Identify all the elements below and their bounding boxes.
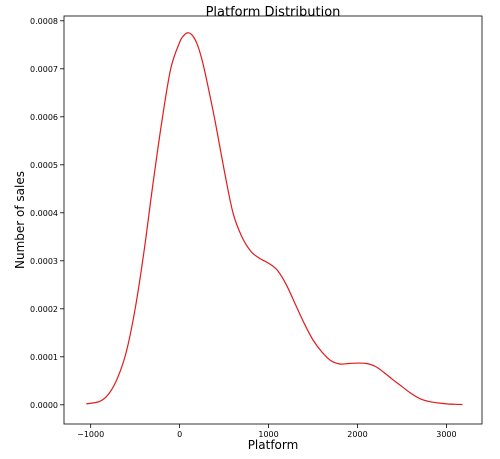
y-axis-label: Number of sales: [13, 171, 27, 269]
x-axis-label: Platform: [248, 438, 299, 452]
x-tick-label: 0: [177, 430, 182, 439]
y-tick-label: 0.0002: [30, 305, 58, 314]
y-tick-label: 0.0005: [30, 161, 58, 170]
y-tick-label: 0.0004: [30, 209, 58, 218]
y-tick-label: 0.0003: [30, 257, 58, 266]
x-axis: −1000 0 1000 2000 3000: [77, 424, 457, 439]
y-tick-label: 0.0006: [30, 113, 58, 122]
x-tick-label: −1000: [77, 430, 104, 439]
series-line: [86, 32, 463, 406]
x-tick-label: 3000: [436, 430, 456, 439]
x-tick-label: 1000: [258, 430, 278, 439]
x-tick-label: 2000: [347, 430, 367, 439]
plot-frame: [63, 15, 483, 425]
y-tick-label: 0.0001: [30, 353, 58, 362]
y-tick-label: 0.0007: [30, 65, 58, 74]
y-tick-label: 0.0000: [30, 401, 58, 410]
y-tick-label: 0.0008: [30, 17, 58, 26]
y-axis: 0.0000 0.0001 0.0002 0.0003 0.0004 0.0005 0.00…: [30, 17, 64, 410]
